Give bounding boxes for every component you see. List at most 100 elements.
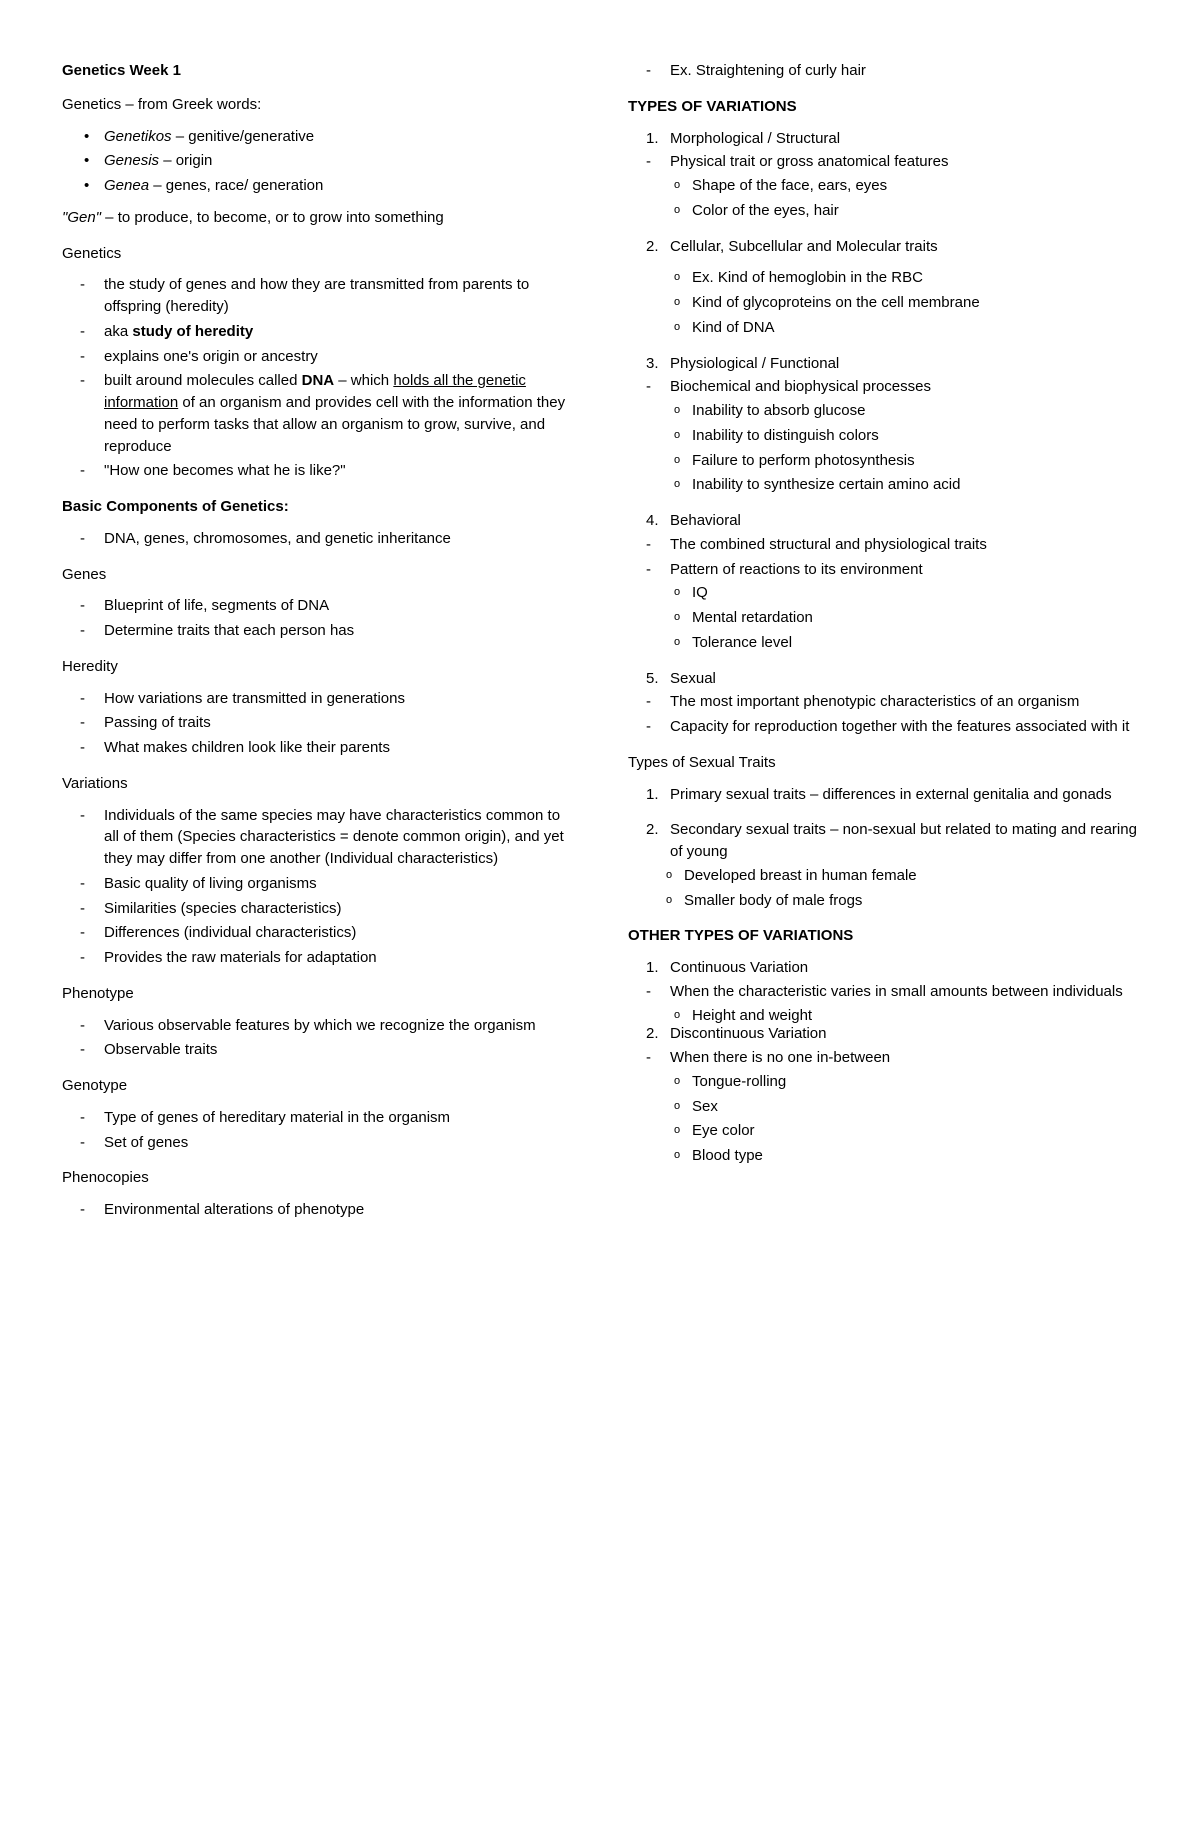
types-heading: TYPES OF VARIATIONS <box>628 96 1138 118</box>
gen-label: "Gen" <box>62 209 101 226</box>
list-item: Differences (individual characteristics) <box>62 922 572 944</box>
gen-quote: "Gen" – to produce, to become, or to gro… <box>62 207 572 229</box>
list-item: Pattern of reactions to its environment <box>628 559 1138 581</box>
other-2-sub: Tongue-rolling Sex Eye color Blood type <box>628 1071 1138 1167</box>
list-item: 4.Behavioral <box>628 510 1138 532</box>
text: Sexual <box>670 670 716 687</box>
term: Genetikos <box>104 128 172 145</box>
sexual-traits-list: 1.Primary sexual traits – differences in… <box>628 784 1138 863</box>
list-item: Set of genes <box>62 1132 572 1154</box>
page-title: Genetics Week 1 <box>62 60 572 82</box>
list-item: Developed breast in human female <box>628 865 1138 887</box>
other-2-desc: When there is no one in-between <box>628 1047 1138 1069</box>
list-item: explains one's origin or ancestry <box>62 346 572 368</box>
list-item: Genesis – origin <box>62 150 572 172</box>
genes-subhead: Genes <box>62 564 572 586</box>
document-columns: Genetics Week 1 Genetics – from Greek wo… <box>62 60 1138 1231</box>
sexual-traits-sub: Developed breast in human female Smaller… <box>628 865 1138 912</box>
list-item: Eye color <box>628 1120 1138 1142</box>
type-2: 2.Cellular, Subcellular and Molecular tr… <box>628 236 1138 258</box>
num: 1. <box>646 957 659 979</box>
list-item: Basic quality of living organisms <box>62 873 572 895</box>
list-item: Inability to absorb glucose <box>628 400 1138 422</box>
other-1-desc: When the characteristic varies in small … <box>628 981 1138 1003</box>
other-heading: OTHER TYPES OF VARIATIONS <box>628 925 1138 947</box>
type-1: 1.Morphological / Structural <box>628 128 1138 150</box>
list-item: Individuals of the same species may have… <box>62 805 572 870</box>
type-5: 5. Sexual <box>628 668 1138 690</box>
list-item: Sex <box>628 1096 1138 1118</box>
list-item: DNA, genes, chromosomes, and genetic inh… <box>62 528 572 550</box>
definition: – genes, race/ generation <box>149 177 323 194</box>
list-item: When there is no one in-between <box>628 1047 1138 1069</box>
phenotype-subhead: Phenotype <box>62 983 572 1005</box>
list-item: Kind of DNA <box>628 317 1138 339</box>
basic-components-list: DNA, genes, chromosomes, and genetic inh… <box>62 528 572 550</box>
right-column: Ex. Straightening of curly hair TYPES OF… <box>628 60 1138 1231</box>
list-item: Color of the eyes, hair <box>628 200 1138 222</box>
list-item: Shape of the face, ears, eyes <box>628 175 1138 197</box>
list-item: Observable traits <box>62 1039 572 1061</box>
list-item: Genea – genes, race/ generation <box>62 175 572 197</box>
phenotype-list: Various observable features by which we … <box>62 1015 572 1062</box>
num: 1. <box>646 128 659 150</box>
list-item: Provides the raw materials for adaptatio… <box>62 947 572 969</box>
type-4-desc: The combined structural and physiologica… <box>628 534 1138 581</box>
list-item: Blueprint of life, segments of DNA <box>62 595 572 617</box>
list-item: "How one becomes what he is like?" <box>62 460 572 482</box>
list-item: Failure to perform photosynthesis <box>628 450 1138 472</box>
list-item: Mental retardation <box>628 607 1138 629</box>
definition: – genitive/generative <box>172 128 315 145</box>
genotype-list: Type of genes of hereditary material in … <box>62 1107 572 1154</box>
num: 2. <box>646 1023 659 1045</box>
phenocopies-subhead: Phenocopies <box>62 1167 572 1189</box>
type-3-desc: Biochemical and biophysical processes <box>628 376 1138 398</box>
num: 3. <box>646 353 659 375</box>
list-item: 3.Physiological / Functional <box>628 353 1138 375</box>
type-1-sub: Shape of the face, ears, eyes Color of t… <box>628 175 1138 222</box>
genetics-list: the study of genes and how they are tran… <box>62 274 572 482</box>
list-item: Physical trait or gross anatomical featu… <box>628 151 1138 173</box>
list-item: Kind of glycoproteins on the cell membra… <box>628 292 1138 314</box>
list-item: aka study of heredity <box>62 321 572 343</box>
type-3: 3.Physiological / Functional <box>628 353 1138 375</box>
list-item: 2.Cellular, Subcellular and Molecular tr… <box>628 236 1138 258</box>
list-item: IQ <box>628 582 1138 604</box>
list-item: Various observable features by which we … <box>62 1015 572 1037</box>
type-4-sub: IQ Mental retardation Tolerance level <box>628 582 1138 653</box>
genetics-subhead: Genetics <box>62 243 572 265</box>
sexual-traits-subhead: Types of Sexual Traits <box>628 752 1138 774</box>
list-item: 2.Secondary sexual traits – non-sexual b… <box>628 819 1138 863</box>
type-1-desc: Physical trait or gross anatomical featu… <box>628 151 1138 173</box>
phenocopies-continued: Ex. Straightening of curly hair <box>628 60 1138 82</box>
list-item: What makes children look like their pare… <box>62 737 572 759</box>
text: Discontinuous Variation <box>670 1025 826 1042</box>
list-item: Ex. Kind of hemoglobin in the RBC <box>628 267 1138 289</box>
type-4: 4.Behavioral <box>628 510 1138 532</box>
bold-text: DNA <box>302 372 335 389</box>
num: 2. <box>646 819 659 841</box>
other-2: 2. Discontinuous Variation <box>628 1023 1138 1045</box>
list-item: Tolerance level <box>628 632 1138 654</box>
list-item: The most important phenotypic characteri… <box>628 691 1138 713</box>
type-2-sub: Ex. Kind of hemoglobin in the RBC Kind o… <box>628 267 1138 338</box>
list-item: Capacity for reproduction together with … <box>628 716 1138 738</box>
term: Genesis <box>104 152 159 169</box>
text: Continuous Variation <box>670 959 808 976</box>
gen-def: – to produce, to become, or to grow into… <box>101 209 444 226</box>
text: Behavioral <box>670 512 741 529</box>
text: built around molecules called <box>104 372 302 389</box>
list-item: 1.Morphological / Structural <box>628 128 1138 150</box>
list-item: Inability to distinguish colors <box>628 425 1138 447</box>
list-item: How variations are transmitted in genera… <box>62 688 572 710</box>
phenocopies-list: Environmental alterations of phenotype <box>62 1199 572 1221</box>
list-item: Environmental alterations of phenotype <box>62 1199 572 1221</box>
list-item: Similarities (species characteristics) <box>62 898 572 920</box>
heredity-subhead: Heredity <box>62 656 572 678</box>
list-item: 1.Primary sexual traits – differences in… <box>628 784 1138 806</box>
bold-text: study of heredity <box>132 323 253 340</box>
num: 5. <box>646 668 659 690</box>
text: Cellular, Subcellular and Molecular trai… <box>670 238 938 255</box>
list-item: 1. Continuous Variation <box>628 957 1138 979</box>
list-item: Inability to synthesize certain amino ac… <box>628 474 1138 496</box>
